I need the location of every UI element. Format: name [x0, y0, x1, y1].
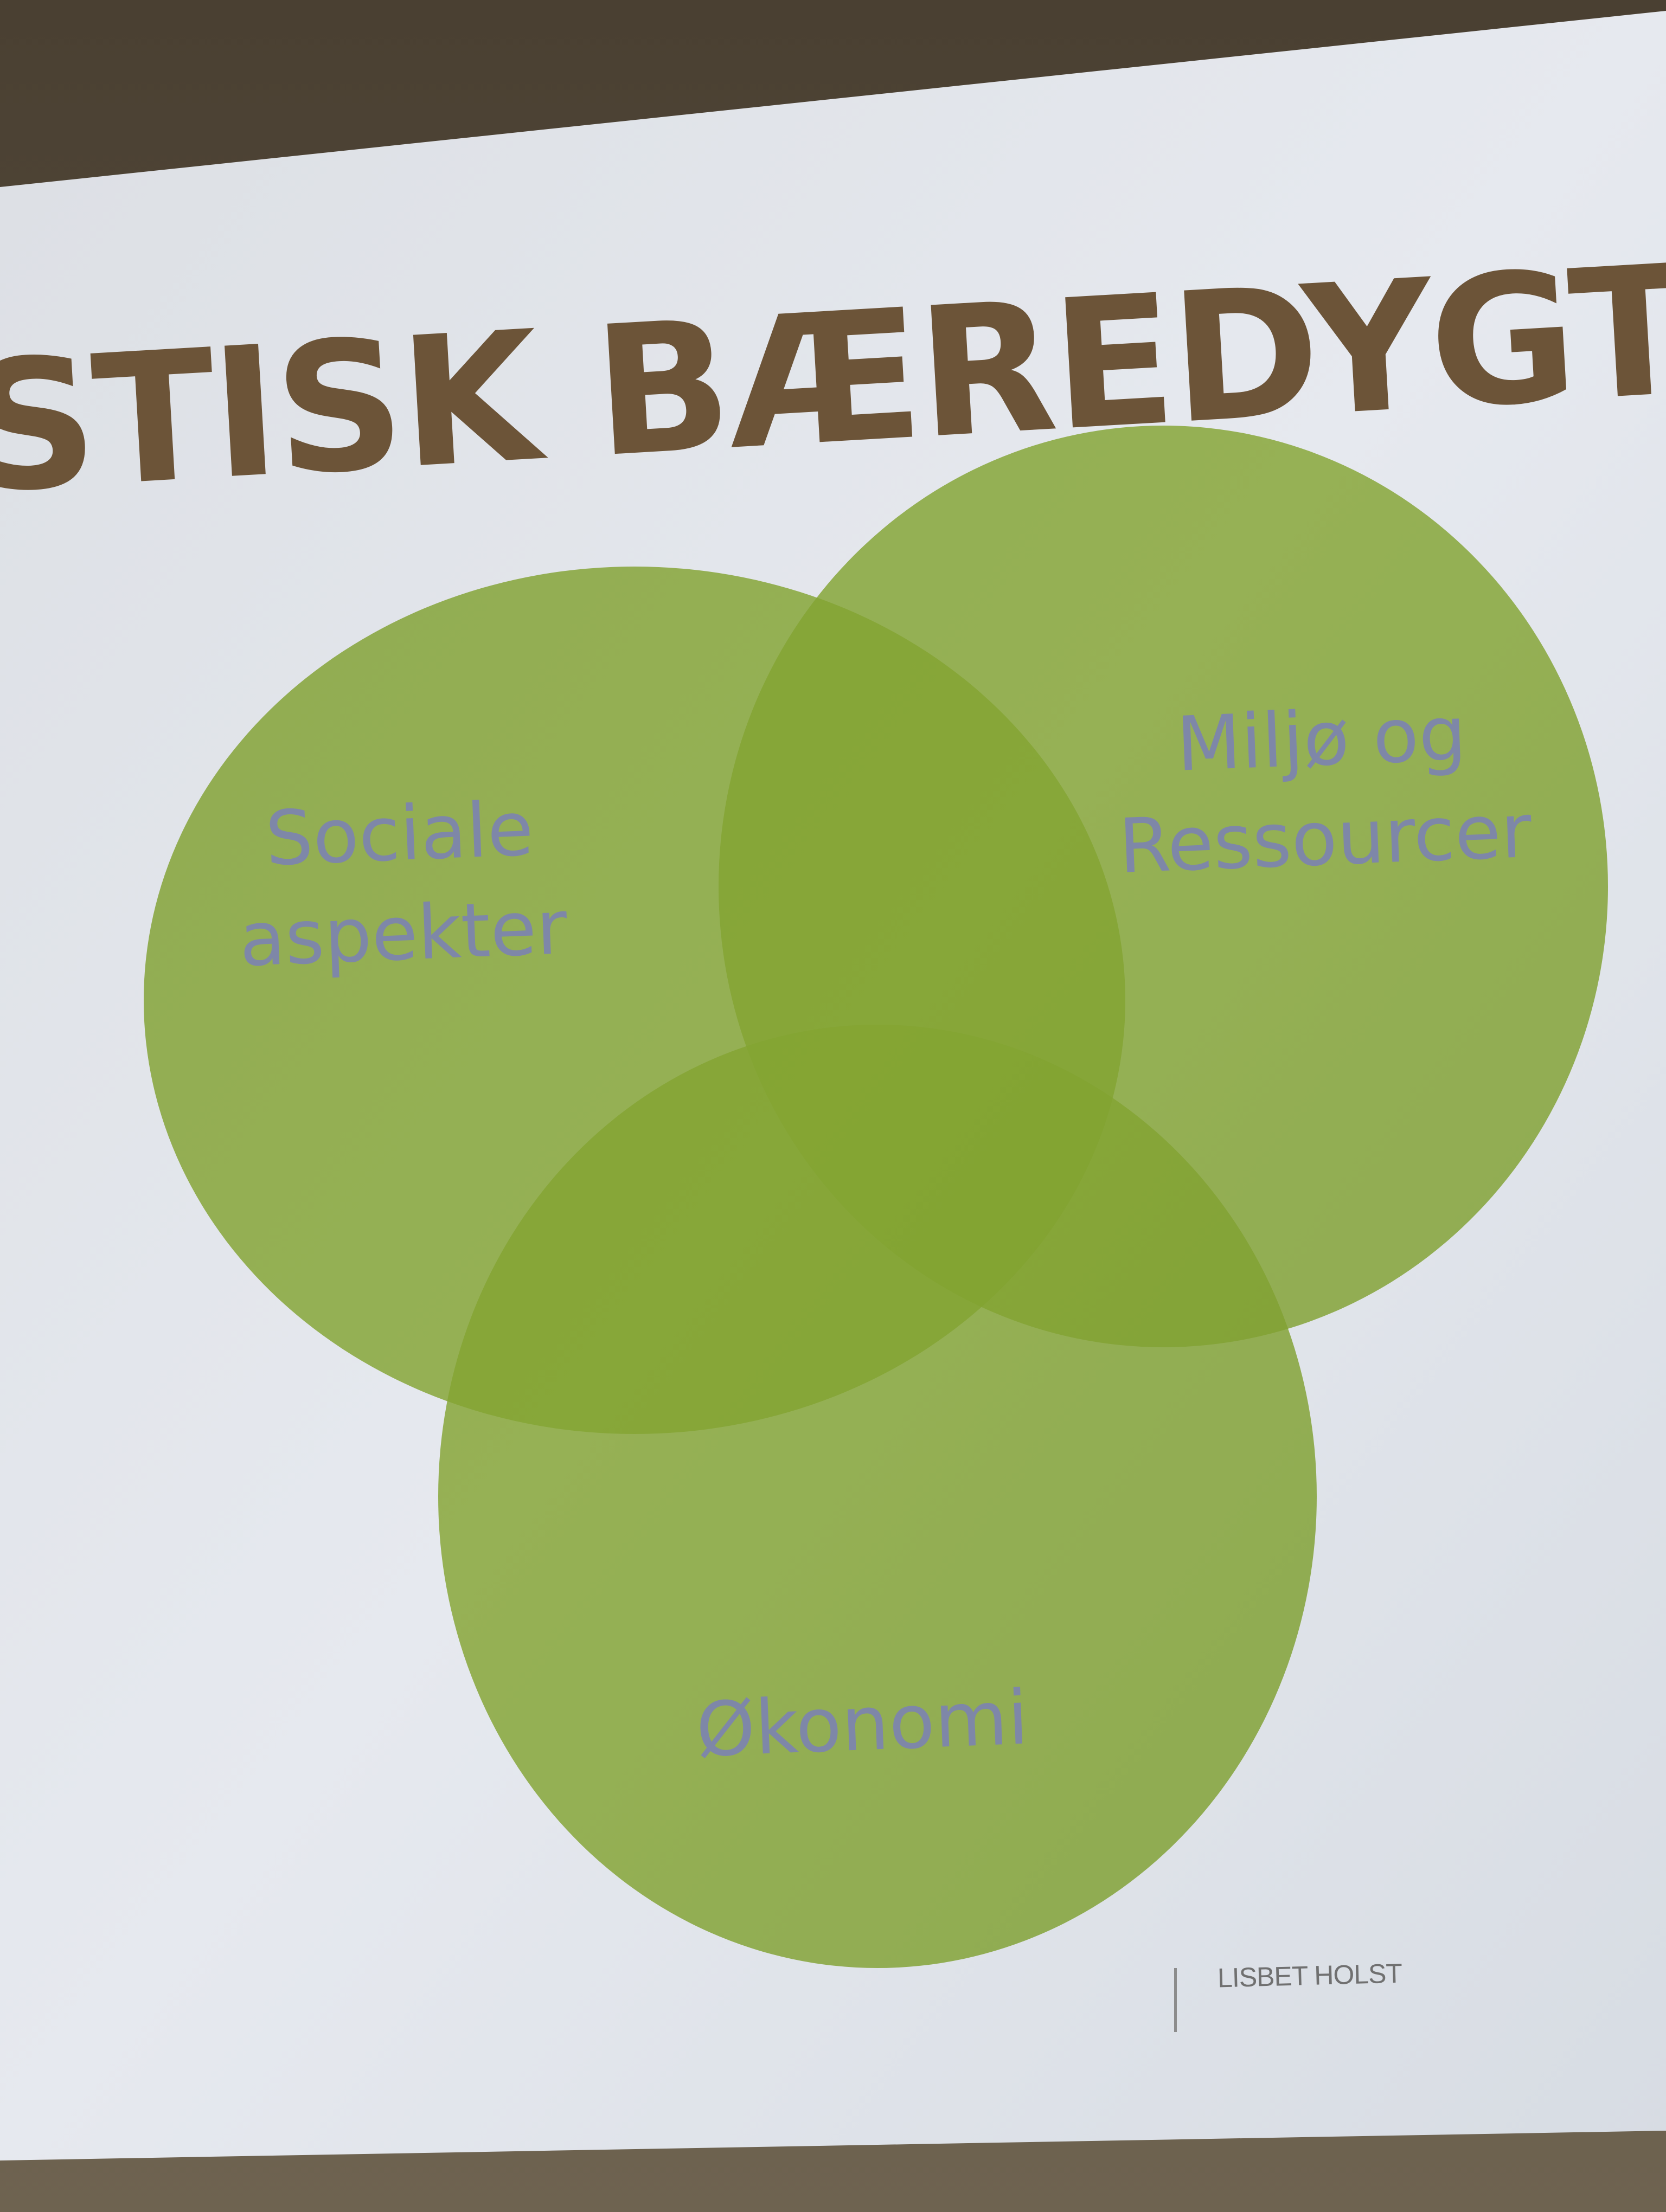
venn-label-sociale-line1: Sociale [264, 785, 535, 883]
venn-diagram [144, 426, 1608, 1968]
venn-label-sociale: Sociale aspekter [234, 778, 569, 989]
venn-label-miljo: Miljø og Ressourcer [1113, 681, 1533, 896]
venn-circle-okonomi [438, 1025, 1317, 1968]
venn-label-sociale-line2: aspekter [238, 883, 569, 983]
venn-label-okonomi-line1: Økonomi [694, 1674, 1030, 1774]
venn-label-miljo-line2: Ressourcer [1117, 787, 1534, 890]
venn-label-okonomi: Økonomi [694, 1668, 1030, 1780]
venn-label-miljo-line1: Miljø og [1175, 690, 1468, 788]
footer-author: LISBET HOLST [1217, 1958, 1402, 1994]
footer-divider [1174, 1968, 1177, 2032]
